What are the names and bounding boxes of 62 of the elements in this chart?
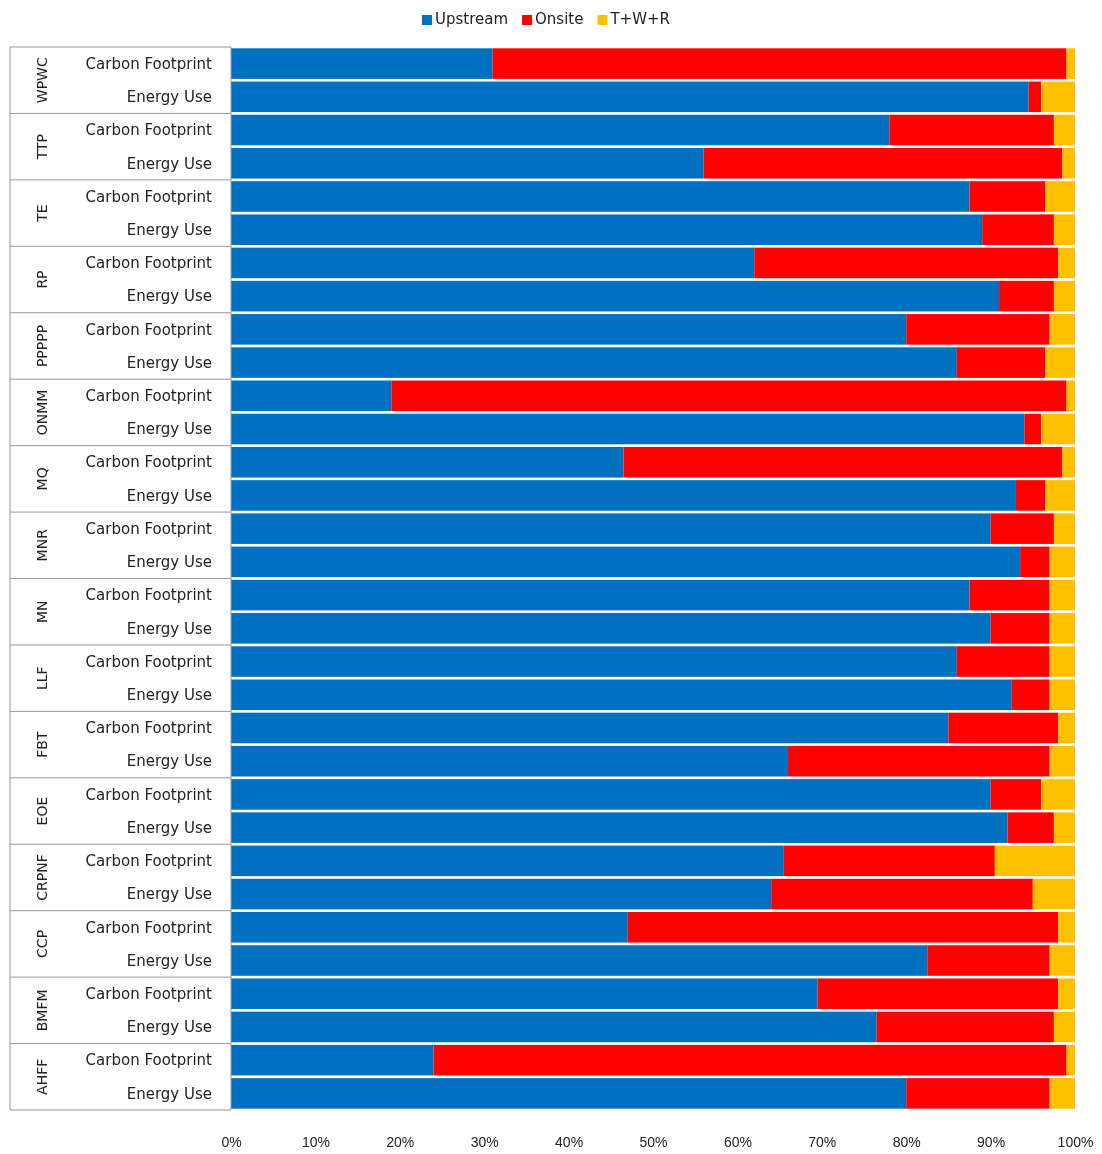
text: FBT — [33, 731, 50, 758]
y-tick-label: Carbon Footprint — [85, 254, 213, 273]
y-tick-label: Energy Use — [126, 885, 212, 904]
text: ONMM — [33, 389, 50, 436]
y-tick-label: Energy Use — [126, 686, 212, 705]
x-tick-label: 80% — [892, 1133, 921, 1150]
y-tick-label: Carbon Footprint — [85, 586, 213, 605]
text: WPWC — [33, 57, 50, 104]
x-tick-label: 90% — [977, 1133, 1006, 1150]
y-tick-label: Energy Use — [126, 553, 212, 572]
x-tick-label: 70% — [808, 1133, 837, 1150]
y-tick-label: Carbon Footprint — [85, 54, 213, 73]
y-tick-label: Carbon Footprint — [85, 121, 213, 140]
y-tick-label: Energy Use — [126, 420, 212, 439]
x-tick-label: 50% — [639, 1133, 668, 1150]
text: TTP — [33, 134, 50, 161]
y-tick-label: Carbon Footprint — [85, 187, 213, 206]
y-tick-label: Carbon Footprint — [85, 719, 213, 738]
y-tick-label: Carbon Footprint — [85, 852, 213, 871]
y-tick-label: Carbon Footprint — [85, 785, 213, 804]
y-tick-label: Carbon Footprint — [85, 652, 213, 671]
text: RP — [33, 270, 50, 289]
text: MQ — [33, 467, 50, 491]
text: AHFF — [33, 1058, 50, 1095]
y-tick-label: Carbon Footprint — [85, 984, 213, 1003]
y-tick-label: Energy Use — [126, 353, 212, 372]
y-tick-label: Carbon Footprint — [85, 918, 213, 937]
y-tick-label: Energy Use — [126, 951, 212, 970]
y-tick-label: Energy Use — [126, 220, 212, 239]
text: BMFM — [33, 989, 50, 1032]
y-tick-label: Carbon Footprint — [85, 387, 213, 406]
y-tick-label: Carbon Footprint — [85, 453, 213, 472]
y-tick-label: Energy Use — [126, 1018, 212, 1037]
y-tick-label: Carbon Footprint — [85, 519, 213, 538]
y-tick-label: Energy Use — [126, 818, 212, 837]
text: CCP — [33, 929, 50, 958]
x-tick-label: 20% — [386, 1133, 415, 1150]
text: MN — [33, 600, 50, 623]
y-tick-label: Energy Use — [126, 752, 212, 771]
text: EOE — [33, 796, 50, 826]
text: LLF — [33, 666, 50, 690]
text: PPPPP — [33, 324, 50, 368]
y-tick-label: Energy Use — [126, 88, 212, 107]
text: TE — [33, 204, 50, 223]
y-tick-label: Energy Use — [126, 154, 212, 173]
legend-label: Upstream — [434, 10, 509, 28]
legend-label: Onsite — [535, 10, 584, 28]
x-tick-label: 60% — [723, 1133, 752, 1150]
text: CRPNF — [33, 854, 50, 901]
text: MNR — [33, 528, 50, 562]
y-tick-label: Energy Use — [126, 486, 212, 505]
x-tick-label: 10% — [301, 1133, 330, 1150]
x-tick-label: 30% — [470, 1133, 499, 1150]
x-tick-label: 100% — [1057, 1133, 1094, 1150]
y-tick-label: Energy Use — [126, 287, 212, 306]
y-tick-label: Energy Use — [126, 619, 212, 638]
legend-label: T+W+R — [609, 10, 671, 28]
x-tick-label: 40% — [555, 1133, 584, 1150]
x-tick-label: 0% — [221, 1133, 242, 1150]
y-tick-label: Energy Use — [126, 1084, 212, 1103]
y-tick-label: Carbon Footprint — [85, 1051, 213, 1070]
y-tick-label: Carbon Footprint — [85, 320, 213, 339]
